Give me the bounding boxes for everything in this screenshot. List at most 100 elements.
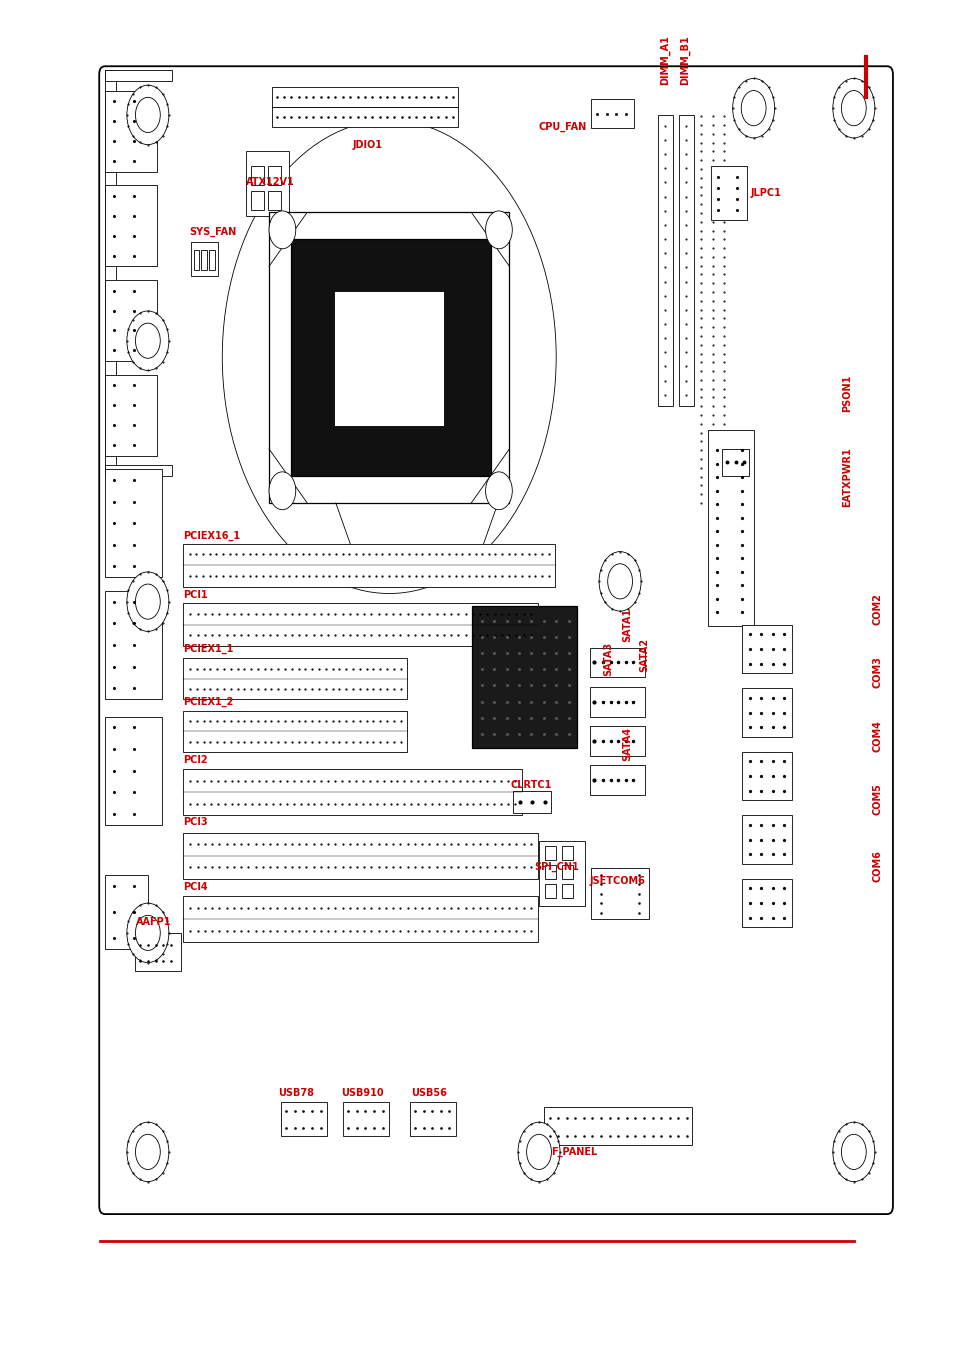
Bar <box>183 603 537 646</box>
Bar <box>193 250 199 270</box>
Bar <box>591 868 648 919</box>
Bar <box>589 765 644 795</box>
Text: PCIEX1_2: PCIEX1_2 <box>183 696 233 707</box>
Bar <box>105 717 162 825</box>
Text: JSETCOM6: JSETCOM6 <box>589 876 645 886</box>
Text: SATA2: SATA2 <box>639 638 648 672</box>
Bar <box>591 99 634 128</box>
Bar <box>183 544 555 587</box>
Text: PCI2: PCI2 <box>183 756 208 765</box>
Circle shape <box>832 78 874 138</box>
Bar <box>589 687 644 717</box>
Bar <box>251 191 264 210</box>
Text: DIMM_A1: DIMM_A1 <box>659 35 669 85</box>
Bar <box>589 648 644 677</box>
Circle shape <box>127 903 169 963</box>
Text: COM4: COM4 <box>872 719 882 752</box>
Circle shape <box>269 211 295 249</box>
Bar <box>561 846 573 860</box>
Text: PSON1: PSON1 <box>841 375 851 412</box>
Text: USB78: USB78 <box>277 1088 314 1098</box>
Text: COM5: COM5 <box>872 783 882 815</box>
Circle shape <box>598 552 640 611</box>
Text: DIMM_B1: DIMM_B1 <box>679 35 689 85</box>
Bar <box>544 846 556 860</box>
Bar <box>183 769 521 815</box>
Text: PCIEX1_1: PCIEX1_1 <box>183 644 233 654</box>
Circle shape <box>269 472 295 510</box>
Bar <box>191 242 217 276</box>
Bar <box>741 815 791 864</box>
Bar <box>105 70 172 81</box>
Bar <box>741 752 791 800</box>
Bar <box>721 449 748 476</box>
Text: CPU_FAN: CPU_FAN <box>537 122 586 132</box>
Bar <box>538 841 584 906</box>
Text: COM2: COM2 <box>872 592 882 625</box>
Bar <box>105 70 116 476</box>
Text: SATA1: SATA1 <box>622 608 632 642</box>
Circle shape <box>485 472 512 510</box>
Text: JDIO1: JDIO1 <box>352 141 382 150</box>
Bar <box>741 625 791 673</box>
Bar <box>543 1107 691 1145</box>
Text: F_PANEL: F_PANEL <box>551 1146 597 1157</box>
Bar <box>472 606 577 748</box>
Bar <box>269 212 509 503</box>
Text: ATX12V1: ATX12V1 <box>246 177 294 187</box>
Bar <box>741 879 791 927</box>
Bar <box>105 280 157 361</box>
Text: COM6: COM6 <box>872 849 882 882</box>
Bar <box>268 191 281 210</box>
Text: AAFP1: AAFP1 <box>135 918 171 927</box>
Text: USB910: USB910 <box>341 1088 383 1098</box>
Circle shape <box>485 211 512 249</box>
Bar <box>741 688 791 737</box>
Bar <box>268 166 281 185</box>
Circle shape <box>127 85 169 145</box>
Bar <box>183 896 537 942</box>
Bar <box>105 875 148 949</box>
Bar <box>209 250 214 270</box>
Bar <box>679 115 693 406</box>
Bar <box>334 291 443 426</box>
Text: CLRTC1: CLRTC1 <box>510 780 551 790</box>
Text: SATA3: SATA3 <box>603 642 613 676</box>
Circle shape <box>127 311 169 370</box>
Bar <box>201 250 207 270</box>
Circle shape <box>732 78 774 138</box>
Bar <box>246 151 289 216</box>
Text: PCIEX16_1: PCIEX16_1 <box>183 530 240 541</box>
Bar <box>105 185 157 266</box>
Text: PCI1: PCI1 <box>183 591 208 600</box>
Bar <box>513 791 551 813</box>
Bar <box>291 239 491 476</box>
Bar <box>183 833 537 879</box>
Bar <box>183 711 407 752</box>
Bar <box>183 658 407 699</box>
Bar <box>281 1102 327 1136</box>
Bar <box>589 726 644 756</box>
Bar <box>410 1102 456 1136</box>
Bar <box>710 166 746 220</box>
Bar <box>135 933 181 971</box>
Text: SYS_FAN: SYS_FAN <box>189 226 236 237</box>
Bar <box>561 884 573 898</box>
Circle shape <box>127 572 169 631</box>
Bar <box>105 375 157 456</box>
Text: SATA4: SATA4 <box>622 727 632 761</box>
Bar <box>561 865 573 879</box>
Text: PCI4: PCI4 <box>183 883 208 892</box>
Circle shape <box>832 1122 874 1182</box>
Bar <box>343 1102 389 1136</box>
Bar <box>272 87 457 107</box>
Text: PCI3: PCI3 <box>183 818 208 827</box>
Text: COM3: COM3 <box>872 656 882 688</box>
Text: USB56: USB56 <box>411 1088 447 1098</box>
Bar <box>544 884 556 898</box>
Text: SPI_CN1: SPI_CN1 <box>534 861 578 872</box>
Bar <box>272 107 457 127</box>
Bar <box>105 465 172 476</box>
FancyBboxPatch shape <box>99 66 892 1214</box>
Text: EATXPWR1: EATXPWR1 <box>841 448 851 507</box>
